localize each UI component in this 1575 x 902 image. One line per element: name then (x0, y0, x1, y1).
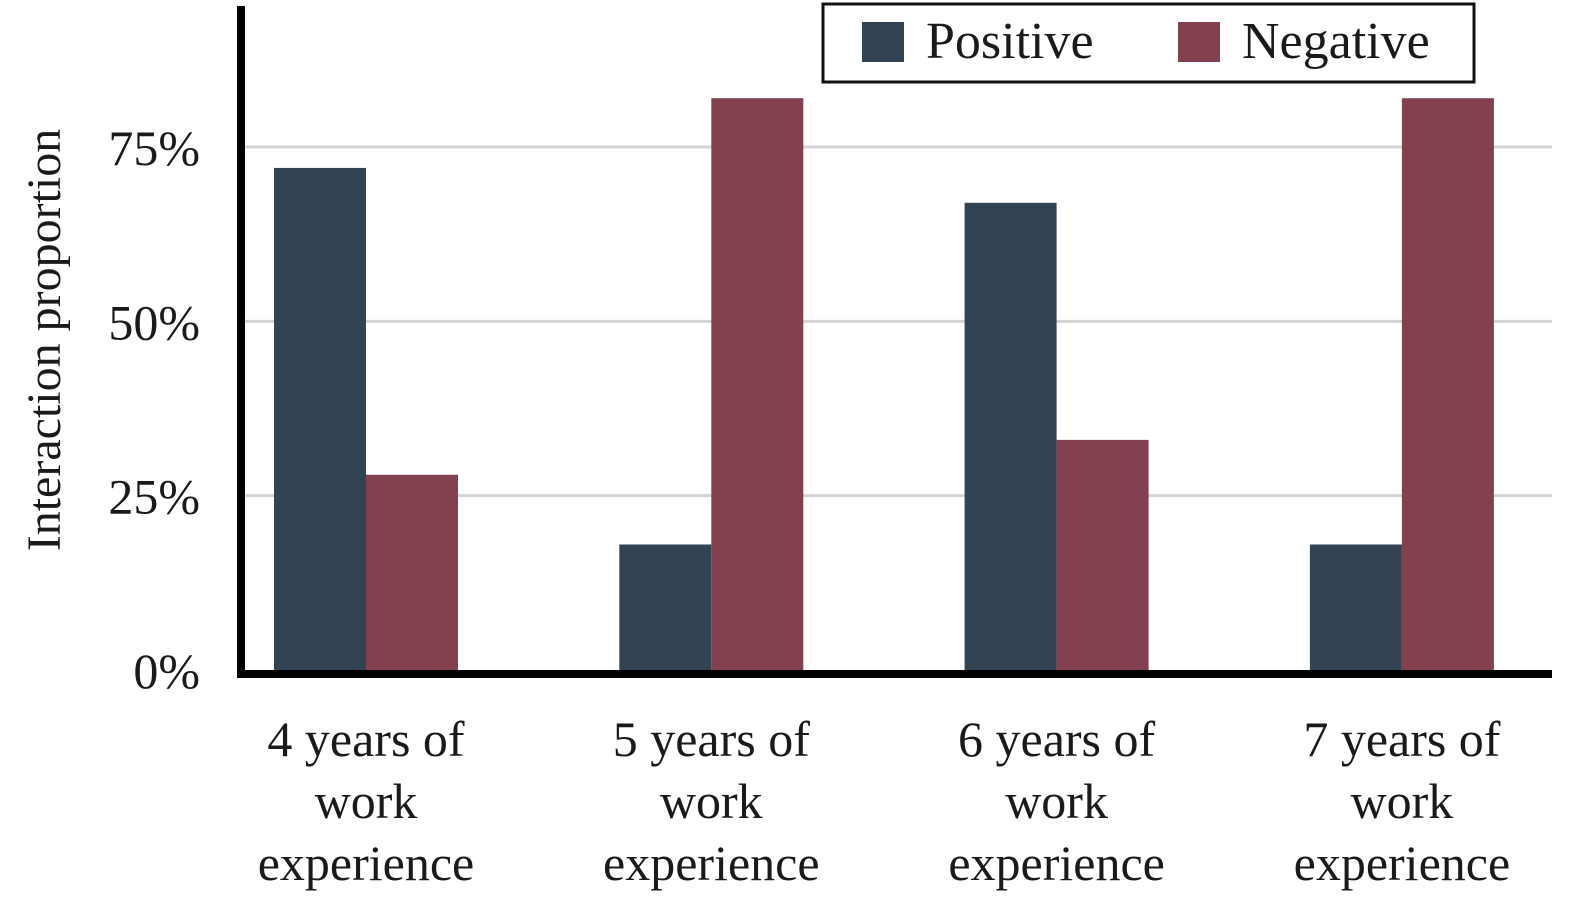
x-category-label-line: work (660, 773, 763, 829)
bar-positive-4 (1309, 544, 1402, 670)
legend-swatch-positive (862, 22, 904, 62)
x-category-label-line: work (1005, 773, 1108, 829)
x-category-label-line: 6 years of (958, 711, 1155, 767)
x-category-label-line: 5 years of (613, 711, 810, 767)
x-category-label-3: 6 years of work experience (948, 711, 1165, 891)
y-tick-labels: 0% 25% 50% 75% (108, 120, 200, 699)
bar-negative-3 (1056, 439, 1149, 670)
bar-negative-2 (711, 98, 804, 671)
bar-negative-4 (1401, 98, 1494, 671)
bar-positive-1 (274, 167, 366, 671)
y-axis-title: Interaction proportion (18, 129, 71, 552)
y-tick-label-0: 0% (133, 643, 200, 699)
x-category-label-line: 7 years of (1303, 711, 1500, 767)
legend-label-positive: Positive (926, 13, 1094, 70)
x-category-label-line: experience (603, 835, 820, 891)
gridlines (241, 145, 1552, 498)
x-category-label-1: 4 years of work experience (258, 711, 475, 891)
x-category-label-line: experience (258, 835, 475, 891)
bar-negative-1 (366, 474, 458, 670)
legend-items: Positive Negative (862, 13, 1430, 70)
bars (274, 98, 1494, 671)
legend-box (821, 2, 1476, 84)
x-category-label-2: 5 years of work experience (603, 711, 820, 891)
x-category-label-line: work (1351, 773, 1454, 829)
legend: Positive Negative (821, 2, 1476, 84)
x-category-labels: 4 years of work experience 5 years of work ex… (258, 711, 1510, 891)
x-category-label-4: 7 years of work experience (1294, 711, 1511, 891)
x-category-label-line: experience (948, 835, 1165, 891)
axes (237, 6, 1552, 678)
x-category-label-line: 4 years of (267, 711, 464, 767)
x-category-label-line: work (315, 773, 418, 829)
bar-positive-2 (619, 544, 712, 670)
legend-label-negative: Negative (1242, 13, 1430, 70)
y-tick-label-75: 75% (108, 120, 200, 176)
x-category-label-line: experience (1294, 835, 1511, 891)
bar-positive-3 (964, 202, 1057, 670)
y-tick-label-25: 25% (108, 469, 200, 525)
legend-swatch-negative (1178, 22, 1220, 62)
y-tick-label-50: 50% (108, 294, 200, 350)
